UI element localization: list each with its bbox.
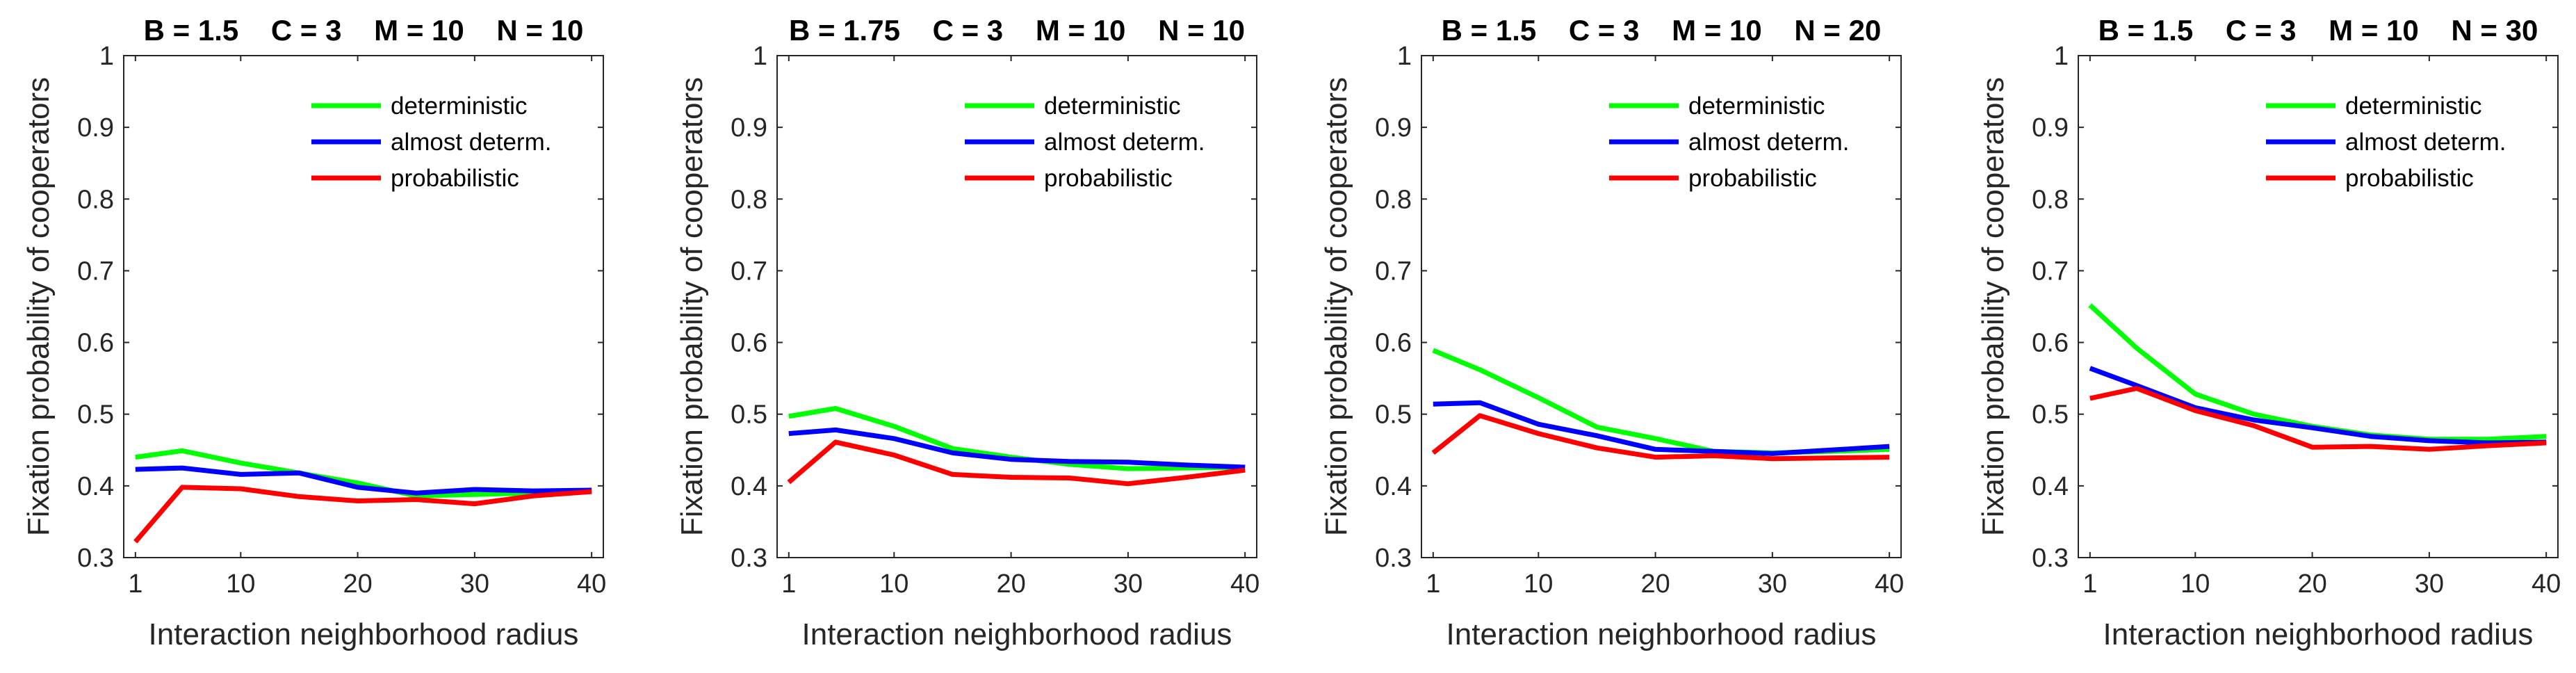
x-tick-label: 10: [2180, 569, 2210, 599]
x-tick-label: 20: [2297, 569, 2326, 599]
axes-box: [776, 55, 1257, 558]
y-axis-label: Fixation probability of cooperators: [1319, 77, 1353, 536]
x-tick-label: 40: [2532, 569, 2561, 599]
y-axis-label: Fixation probability of cooperators: [22, 77, 56, 536]
series-line-deterministic: [2088, 303, 2547, 442]
x-tick-label: 30: [1758, 569, 1787, 599]
y-tick-label: 0.6: [731, 329, 767, 358]
legend-label: probabilistic: [2345, 165, 2474, 192]
series-line-almost-determ: [135, 465, 592, 496]
y-tick-label: 0.9: [77, 113, 114, 143]
series-line-almost-determ: [2089, 366, 2547, 446]
chart-title: B = 1.5 C = 3 M = 10 N = 10: [144, 14, 584, 47]
y-tick-label: 0.8: [2032, 185, 2069, 214]
y-tick-label: 1: [99, 42, 114, 71]
chart-panel-4: 0.3 0.4 0.5 0.6 0.7 0.8 0.9 1 1 10 20 30 40 Interacti…: [1976, 14, 2561, 651]
chart-panel-1: 0.3 0.4 0.5 0.6 0.7 0.8 0.9 1 1 10 20 30 40 Interacti…: [22, 14, 606, 651]
legend-label: deterministic: [1044, 92, 1180, 120]
y-tick-label: 0.8: [731, 185, 767, 214]
y-axis-label: Fixation probability of cooperators: [675, 77, 709, 536]
series-line-probabilistic: [1431, 413, 1890, 462]
y-tick-label: 0.3: [1375, 544, 1412, 573]
y-tick-label: 0.6: [2032, 329, 2069, 358]
series-line-probabilistic: [787, 439, 1246, 487]
x-tick-label: 40: [577, 569, 606, 599]
series-line-almost-determ: [788, 427, 1246, 470]
y-tick-label: 0.4: [731, 472, 767, 501]
y-tick-label: 0.3: [77, 544, 114, 573]
legend-label: deterministic: [391, 92, 527, 120]
x-tick-label: 10: [226, 569, 255, 599]
legend-label: deterministic: [2345, 92, 2481, 120]
x-tick-label: 1: [2082, 569, 2097, 599]
x-tick-label: 10: [879, 569, 908, 599]
x-tick-label: 30: [2415, 569, 2444, 599]
legend-label: almost determ.: [1688, 129, 1849, 156]
chart-panel-2: 0.3 0.4 0.5 0.6 0.7 0.8 0.9 1 1 10 20 30 40 Interacti…: [675, 14, 1260, 651]
y-tick-label: 0.7: [731, 257, 767, 286]
legend-label: deterministic: [1688, 92, 1825, 120]
legend-label: probabilistic: [391, 165, 519, 192]
y-tick-label: 0.9: [2032, 113, 2069, 143]
y-tick-label: 0.3: [731, 544, 767, 573]
y-tick-label: 0.9: [731, 113, 767, 143]
x-tick-label: 30: [1114, 569, 1143, 599]
chart-title: B = 1.5 C = 3 M = 10 N = 20: [1442, 14, 1882, 47]
x-tick-label: 1: [128, 569, 142, 599]
x-tick-label: 40: [1230, 569, 1260, 599]
y-tick-label: 0.5: [731, 400, 767, 430]
y-tick-label: 0.5: [77, 400, 114, 430]
y-tick-label: 1: [753, 42, 767, 71]
legend-label: probabilistic: [1688, 165, 1817, 192]
y-tick-label: 0.7: [77, 257, 114, 286]
axes-box: [1421, 55, 1902, 558]
x-axis-label: Interaction neighborhood radius: [2103, 617, 2534, 651]
y-tick-label: 0.4: [77, 472, 114, 501]
series-line-deterministic: [1432, 348, 1890, 455]
legend-label: probabilistic: [1044, 165, 1173, 192]
y-tick-label: 0.4: [2032, 472, 2069, 501]
y-tick-label: 0.8: [77, 185, 114, 214]
x-tick-label: 10: [1524, 569, 1553, 599]
y-tick-label: 0.5: [1375, 400, 1412, 430]
axes-box: [2078, 55, 2559, 558]
y-tick-label: 0.5: [2032, 400, 2069, 430]
chart-title: B = 1.75 C = 3 M = 10 N = 10: [789, 14, 1245, 47]
x-axis-label: Interaction neighborhood radius: [149, 617, 579, 651]
axes-box: [123, 55, 604, 558]
x-tick-label: 20: [1640, 569, 1670, 599]
x-tick-label: 20: [996, 569, 1025, 599]
y-tick-label: 0.8: [1375, 185, 1412, 214]
x-axis-label: Interaction neighborhood radius: [1446, 617, 1877, 651]
x-tick-label: 1: [781, 569, 796, 599]
series-line-almost-determ: [1433, 400, 1890, 456]
y-tick-label: 0.4: [1375, 472, 1412, 501]
y-tick-label: 0.3: [2032, 544, 2069, 573]
chart-title: B = 1.5 C = 3 M = 10 N = 30: [2098, 14, 2538, 47]
series-line-probabilistic: [2089, 386, 2547, 452]
y-tick-label: 1: [1397, 42, 1412, 71]
x-tick-label: 20: [343, 569, 372, 599]
y-tick-label: 0.7: [1375, 257, 1412, 286]
x-tick-label: 1: [1426, 569, 1440, 599]
series-line-deterministic: [135, 448, 592, 498]
x-axis-label: Interaction neighborhood radius: [802, 617, 1232, 651]
legend-label: almost determ.: [391, 129, 551, 156]
y-tick-label: 0.6: [77, 329, 114, 358]
y-tick-label: 1: [2054, 42, 2069, 71]
legend-label: almost determ.: [2345, 129, 2506, 156]
chart-panel-3: 0.3 0.4 0.5 0.6 0.7 0.8 0.9 1 1 10 20 30 40 Interacti…: [1319, 14, 1904, 651]
y-axis-label: Fixation probability of cooperators: [1976, 77, 2010, 536]
x-tick-label: 40: [1875, 569, 1904, 599]
y-tick-label: 0.6: [1375, 329, 1412, 358]
series-line-probabilistic: [133, 485, 592, 544]
x-tick-label: 30: [460, 569, 489, 599]
y-tick-label: 0.7: [2032, 257, 2069, 286]
legend-label: almost determ.: [1044, 129, 1205, 156]
y-tick-label: 0.9: [1375, 113, 1412, 143]
